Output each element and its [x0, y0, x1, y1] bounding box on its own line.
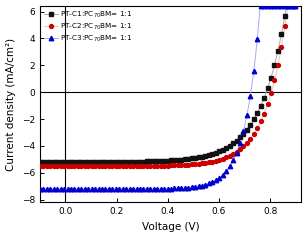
Legend: PT-C1:PC$_{70}$BM= 1:1, PT-C2:PC$_{70}$BM= 1:1, PT-C3:PC$_{70}$BM= 1:1: PT-C1:PC$_{70}$BM= 1:1, PT-C2:PC$_{70}$B… [42, 8, 134, 45]
X-axis label: Voltage (V): Voltage (V) [142, 222, 199, 232]
Y-axis label: Current density (mA/cm²): Current density (mA/cm²) [6, 38, 16, 171]
